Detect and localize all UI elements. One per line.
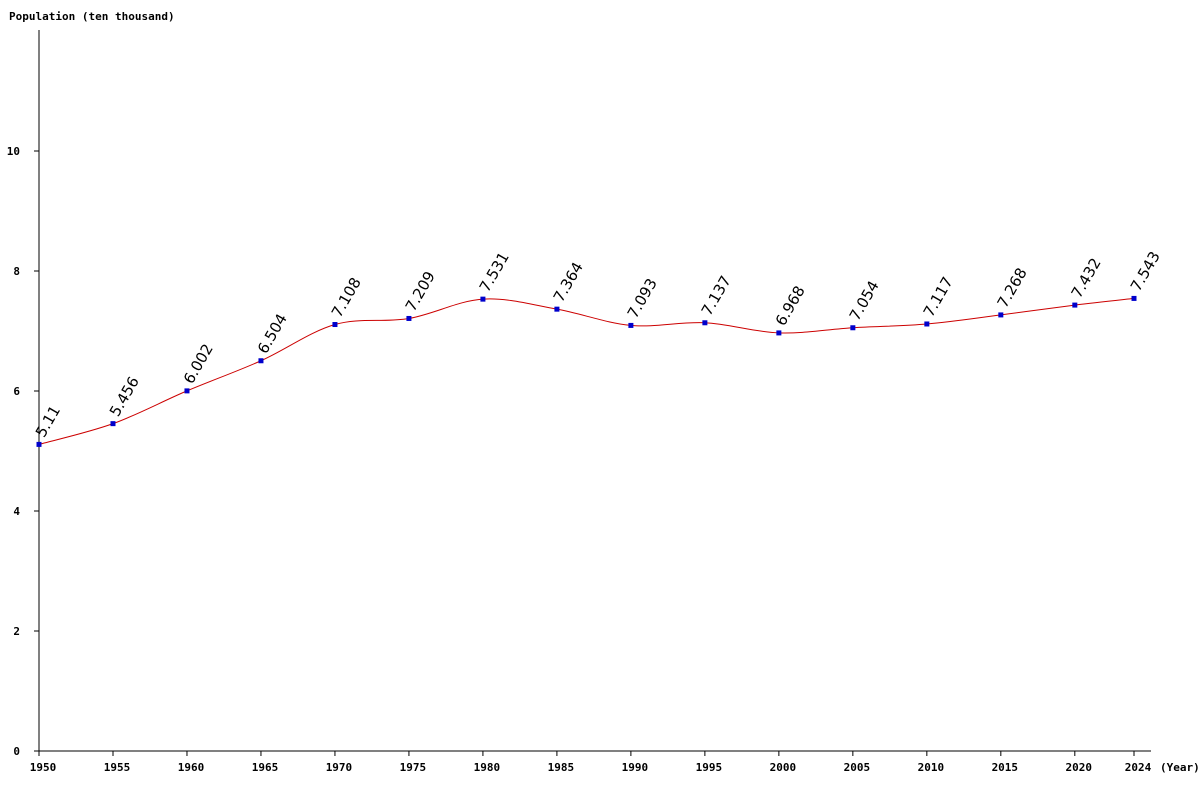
y-tick-label: 4 (13, 505, 20, 518)
x-tick-label: 2015 (992, 761, 1019, 774)
data-point (1131, 295, 1137, 301)
data-value-label: 7.117 (920, 274, 957, 320)
data-point (702, 320, 708, 326)
data-value-label: 7.209 (402, 268, 439, 314)
x-tick-label: 1960 (178, 761, 205, 774)
data-point (332, 322, 338, 328)
x-axis-title: (Year) (1160, 761, 1200, 774)
y-tick-label: 10 (7, 145, 20, 158)
x-tick-label: 1995 (696, 761, 723, 774)
data-labels: 5.11 5.456 6.002 6.504 7.108 7.209 7.531 7.364 7… (32, 248, 1164, 440)
data-value-label: 7.432 (1068, 255, 1105, 301)
data-point (258, 358, 264, 364)
data-point (850, 325, 856, 331)
x-tick-label: 2024 (1125, 761, 1152, 774)
y-tick-label: 8 (13, 265, 20, 278)
data-point (628, 322, 634, 328)
data-value-label: 7.531 (476, 249, 513, 295)
data-value-label: 7.137 (698, 273, 735, 319)
y-ticks: 0 2 4 6 8 10 (7, 145, 39, 758)
x-tick-label: 1970 (326, 761, 353, 774)
data-value-label: 7.268 (994, 265, 1031, 311)
data-point (36, 441, 42, 447)
x-tick-label: 1950 (30, 761, 57, 774)
data-markers (36, 295, 1137, 447)
data-value-label: 7.093 (624, 275, 661, 321)
x-tick-label: 2000 (770, 761, 797, 774)
x-tick-label: 1990 (622, 761, 649, 774)
data-value-label: 5.11 (32, 402, 64, 440)
data-value-label: 7.054 (846, 278, 883, 324)
x-tick-label: 1985 (548, 761, 575, 774)
data-value-label: 7.364 (550, 259, 587, 305)
x-tick-label: 1955 (104, 761, 131, 774)
y-tick-label: 0 (13, 745, 20, 758)
population-series-line (38, 297, 1135, 445)
data-point (480, 296, 486, 302)
data-point (554, 306, 560, 312)
data-point (110, 421, 116, 427)
x-tick-label: 2005 (844, 761, 871, 774)
data-point (998, 312, 1004, 318)
data-value-label: 7.108 (328, 274, 365, 320)
x-tick-label: 1965 (252, 761, 279, 774)
data-point (184, 388, 190, 394)
data-point (776, 330, 782, 336)
y-tick-label: 2 (13, 625, 20, 638)
y-tick-label: 6 (13, 385, 20, 398)
data-value-label: 7.543 (1127, 248, 1164, 294)
x-tick-label: 1980 (474, 761, 501, 774)
data-value-label: 6.002 (180, 341, 217, 387)
data-value-label: 5.456 (106, 373, 143, 419)
data-point (924, 321, 930, 327)
data-value-label: 6.968 (772, 283, 809, 329)
data-point (1072, 302, 1078, 308)
x-tick-label: 2020 (1066, 761, 1093, 774)
data-point (406, 315, 412, 321)
x-ticks: 1950 1955 1960 1965 1970 1975 1980 1985 1990 1995… (30, 751, 1152, 774)
x-tick-label: 1975 (400, 761, 427, 774)
y-axis-title: Population (ten thousand) (9, 10, 175, 23)
data-value-label: 6.504 (254, 311, 291, 357)
x-tick-label: 2010 (918, 761, 945, 774)
